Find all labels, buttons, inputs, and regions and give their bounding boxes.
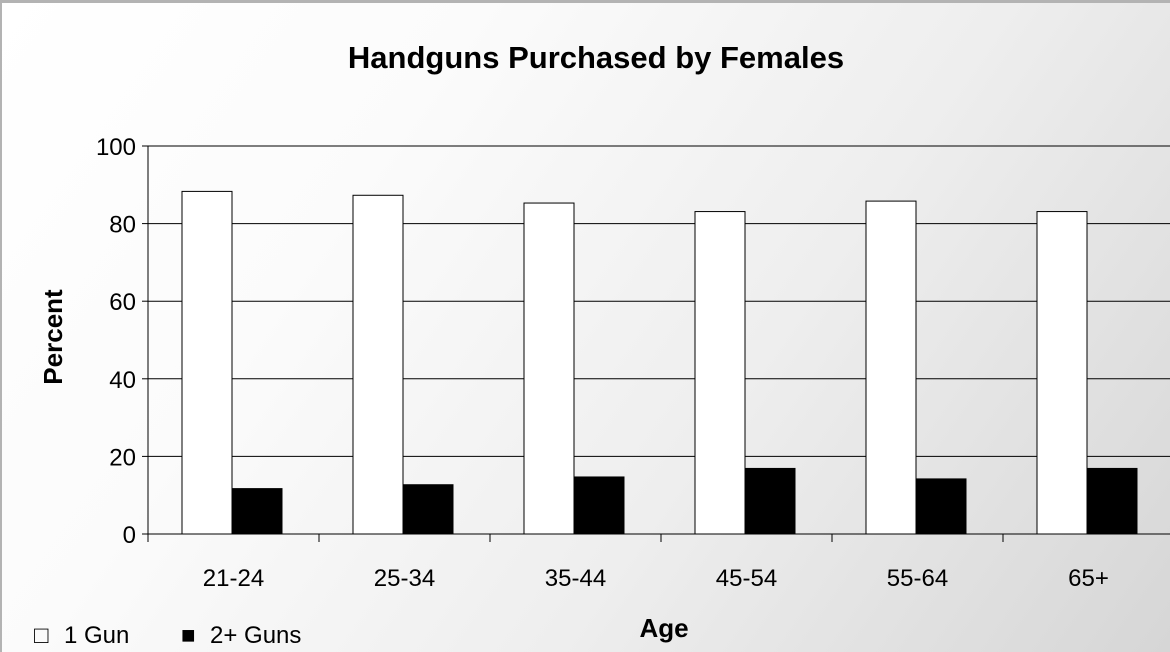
- y-tick-label: 60: [109, 289, 136, 316]
- bar-2-plus-guns-25-34: [402, 484, 454, 535]
- bars: [181, 190, 1138, 535]
- y-tick-label: 100: [96, 134, 136, 161]
- x-axis-title: Age: [639, 613, 688, 643]
- bar-1-gun-65+: [1036, 211, 1088, 535]
- bar-2-plus-guns-45-54: [744, 467, 796, 535]
- y-axis-title: Percent: [38, 289, 68, 385]
- bar-2-plus-guns-65+: [1086, 467, 1138, 535]
- legend-label-2-plus-guns: 2+ Guns: [210, 622, 301, 649]
- x-tick-label: 25-34: [374, 565, 435, 592]
- x-tick-label: 35-44: [545, 565, 606, 592]
- bar-2-plus-guns-55-64: [915, 478, 967, 535]
- bar-1-gun-45-54: [694, 211, 746, 535]
- legend-symbol-1-gun: □: [34, 622, 49, 649]
- legend: □ 1 Gun ■ 2+ Guns: [34, 622, 301, 649]
- y-tick-label: 20: [109, 444, 136, 471]
- legend-symbol-2-plus-guns: ■: [181, 622, 196, 649]
- y-tick-label: 40: [109, 367, 136, 394]
- bar-2-plus-guns-35-44: [573, 476, 625, 535]
- x-tick-label: 45-54: [716, 565, 777, 592]
- bar-1-gun-35-44: [523, 202, 575, 535]
- x-tick-labels: 21-24 25-34 35-44 45-54 55-64 65+: [203, 565, 1109, 592]
- y-tick-labels: 0 20 40 60 80 100: [96, 134, 136, 549]
- x-tick-label: 65+: [1068, 565, 1109, 592]
- x-tick-label: 55-64: [887, 565, 948, 592]
- chart-title: Handguns Purchased by Females: [348, 40, 844, 75]
- y-tick-label: 80: [109, 212, 136, 239]
- gridlines: [142, 145, 1170, 535]
- y-tick-label: 0: [123, 522, 136, 549]
- bar-1-gun-55-64: [865, 200, 917, 535]
- bar-1-gun-25-34: [352, 194, 404, 535]
- bar-2-plus-guns-21-24: [231, 488, 283, 535]
- legend-label-1-gun: 1 Gun: [64, 622, 129, 649]
- x-tick-label: 21-24: [203, 565, 264, 592]
- bar-1-gun-21-24: [181, 190, 233, 535]
- axes: [147, 146, 1170, 542]
